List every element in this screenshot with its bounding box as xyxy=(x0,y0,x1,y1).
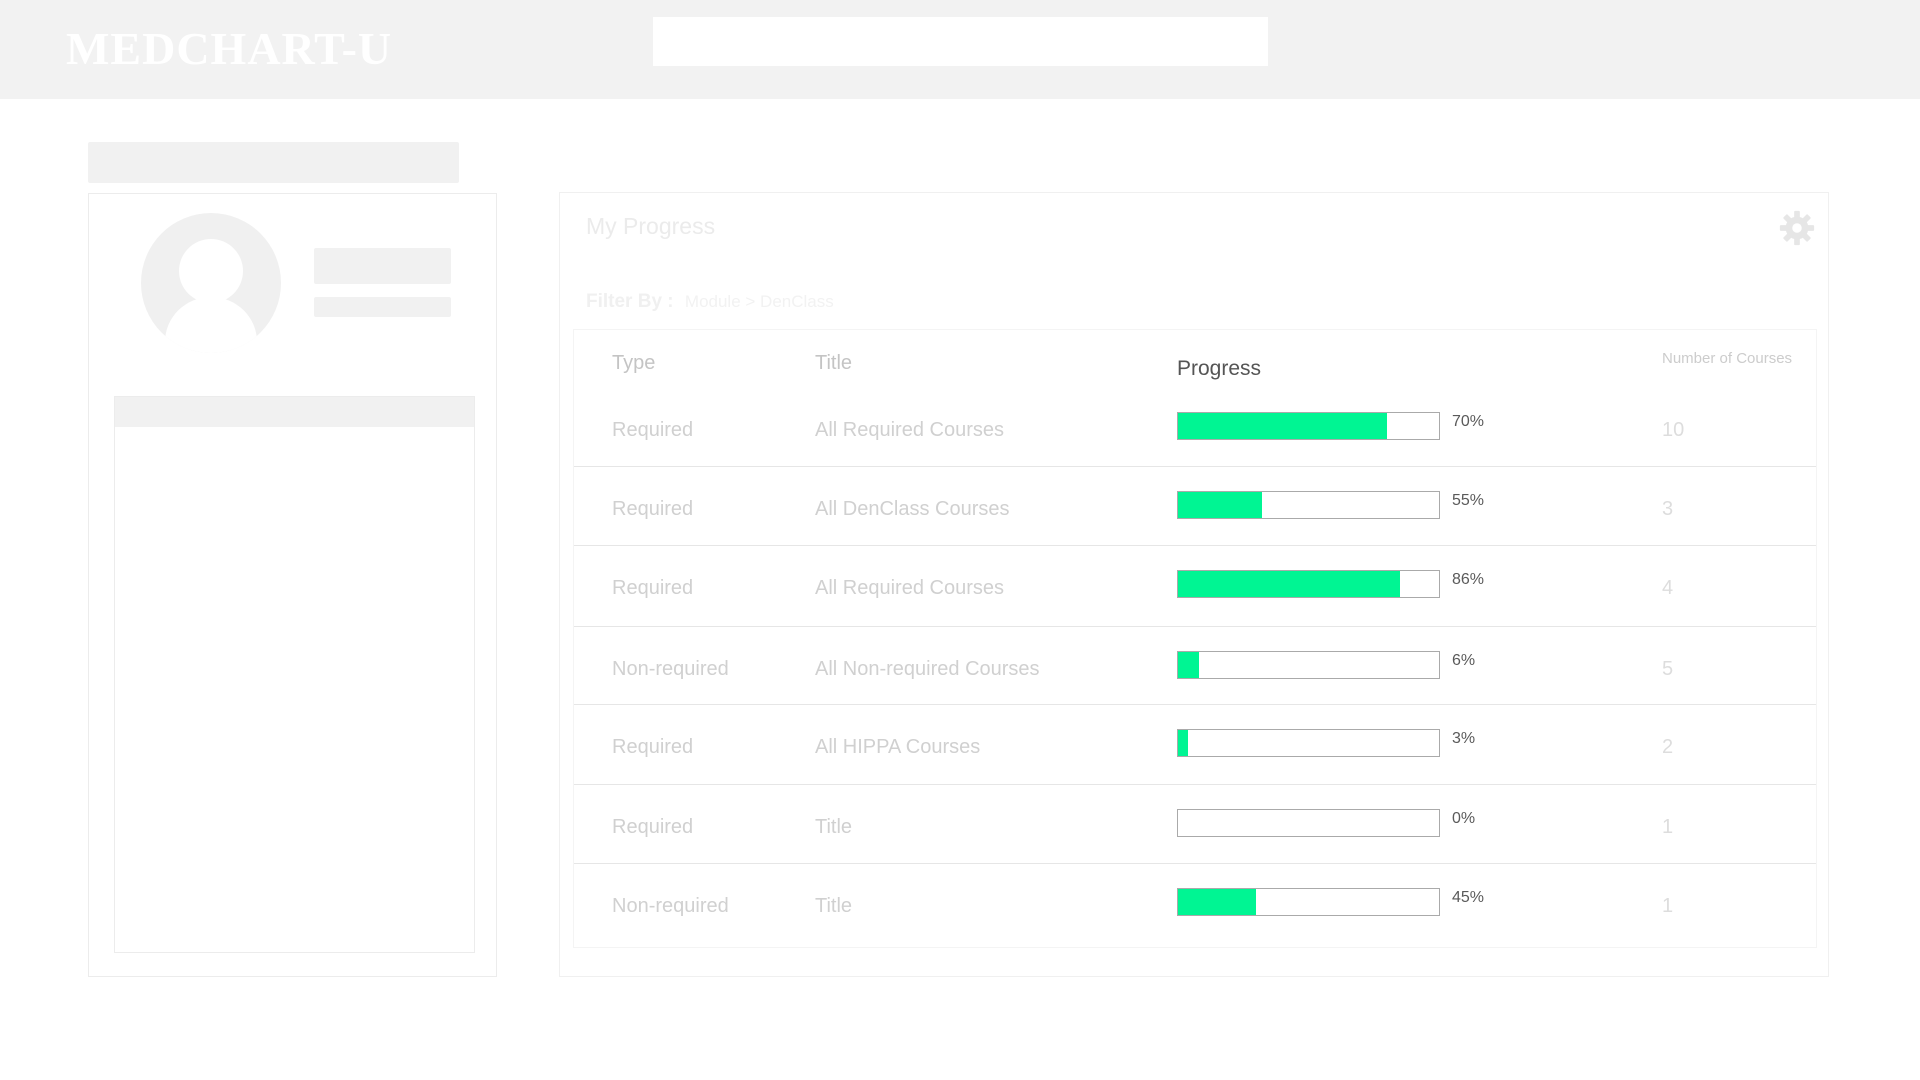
progress-percent: 3% xyxy=(1452,730,1476,747)
row-title[interactable]: All HIPPA Courses xyxy=(815,736,981,758)
gear-icon[interactable] xyxy=(1778,209,1816,247)
profile-subtitle-placeholder xyxy=(314,297,451,317)
profile-name-placeholder xyxy=(314,248,451,284)
row-type: Required xyxy=(612,498,694,520)
table-row[interactable]: Required All HIPPA Courses 3% 2 xyxy=(574,705,1816,785)
profile-panel xyxy=(88,193,497,977)
table-row[interactable]: Required All Required Courses 86% 4 xyxy=(574,546,1816,627)
progress-bar-fill xyxy=(1178,652,1199,678)
progress-bar xyxy=(1177,729,1440,757)
course-count: 1 xyxy=(1662,816,1674,838)
user-avatar-icon[interactable] xyxy=(141,213,281,353)
search-input[interactable] xyxy=(653,17,1268,66)
row-type: Required xyxy=(612,816,694,838)
progress-bar xyxy=(1177,809,1440,837)
course-count: 5 xyxy=(1662,658,1674,680)
row-type: Required xyxy=(612,736,694,758)
progress-percent: 0% xyxy=(1452,810,1476,827)
row-type: Required xyxy=(612,577,694,599)
progress-bar-fill xyxy=(1178,413,1387,439)
avatar-head-shape xyxy=(179,239,243,303)
filter-by[interactable]: Filter By : Module > DenClass xyxy=(586,291,834,313)
course-count: 10 xyxy=(1662,419,1685,441)
filter-value[interactable]: Module > DenClass xyxy=(684,292,834,311)
profile-info-box xyxy=(114,396,475,953)
progress-bar xyxy=(1177,491,1440,519)
progress-percent: 86% xyxy=(1452,571,1485,588)
progress-table: Type Title Progress Number of Courses Re… xyxy=(573,329,1817,948)
progress-bar-fill xyxy=(1178,571,1400,597)
my-progress-panel: My Progress Filter By : Module > DenClas… xyxy=(559,192,1829,977)
row-title[interactable]: All DenClass Courses xyxy=(815,498,1010,520)
progress-bar xyxy=(1177,888,1440,916)
row-title[interactable]: All Non-required Courses xyxy=(815,658,1040,680)
progress-bar-fill xyxy=(1178,889,1257,915)
progress-percent: 70% xyxy=(1452,413,1485,430)
table-row[interactable]: Non-required All Non-required Courses 6% 5 xyxy=(574,627,1816,705)
course-count: 4 xyxy=(1662,577,1674,599)
row-title[interactable]: All Required Courses xyxy=(815,577,1004,599)
row-type: Required xyxy=(612,419,694,441)
course-count: 1 xyxy=(1662,895,1674,917)
progress-bar-fill xyxy=(1178,492,1262,518)
profile-info-box-header xyxy=(115,397,474,427)
table-row[interactable]: Required All DenClass Courses 55% 3 xyxy=(574,467,1816,546)
row-title[interactable]: Title xyxy=(815,895,853,917)
table-row[interactable]: Non-required Title 45% 1 xyxy=(574,864,1816,944)
row-type: Non-required xyxy=(612,658,729,680)
profile-header-placeholder xyxy=(88,142,459,183)
column-header-type[interactable]: Type xyxy=(612,352,656,374)
row-title[interactable]: All Required Courses xyxy=(815,419,1004,441)
avatar-shoulders-shape xyxy=(165,297,257,353)
row-type: Non-required xyxy=(612,895,729,917)
filter-label: Filter By : xyxy=(586,291,674,312)
column-header-count[interactable]: Number of Courses xyxy=(1662,350,1793,367)
table-row[interactable]: Required Title 0% 1 xyxy=(574,785,1816,864)
course-count: 3 xyxy=(1662,498,1674,520)
progress-percent: 6% xyxy=(1452,652,1476,669)
row-title[interactable]: Title xyxy=(815,816,853,838)
app-logo[interactable]: MEDCHART-U xyxy=(66,23,393,74)
column-header-title[interactable]: Title xyxy=(815,352,853,374)
progress-bar xyxy=(1177,412,1440,440)
top-bar: MEDCHART-U xyxy=(0,0,1920,99)
course-count: 2 xyxy=(1662,736,1674,758)
progress-percent: 55% xyxy=(1452,492,1485,509)
progress-bar-fill xyxy=(1178,730,1189,756)
progress-percent: 45% xyxy=(1452,889,1485,906)
progress-bar xyxy=(1177,570,1440,598)
panel-title: My Progress xyxy=(586,213,716,239)
column-header-progress[interactable]: Progress xyxy=(1177,357,1262,380)
progress-bar xyxy=(1177,651,1440,679)
table-row[interactable]: Required All Required Courses 70% 10 xyxy=(574,388,1816,467)
